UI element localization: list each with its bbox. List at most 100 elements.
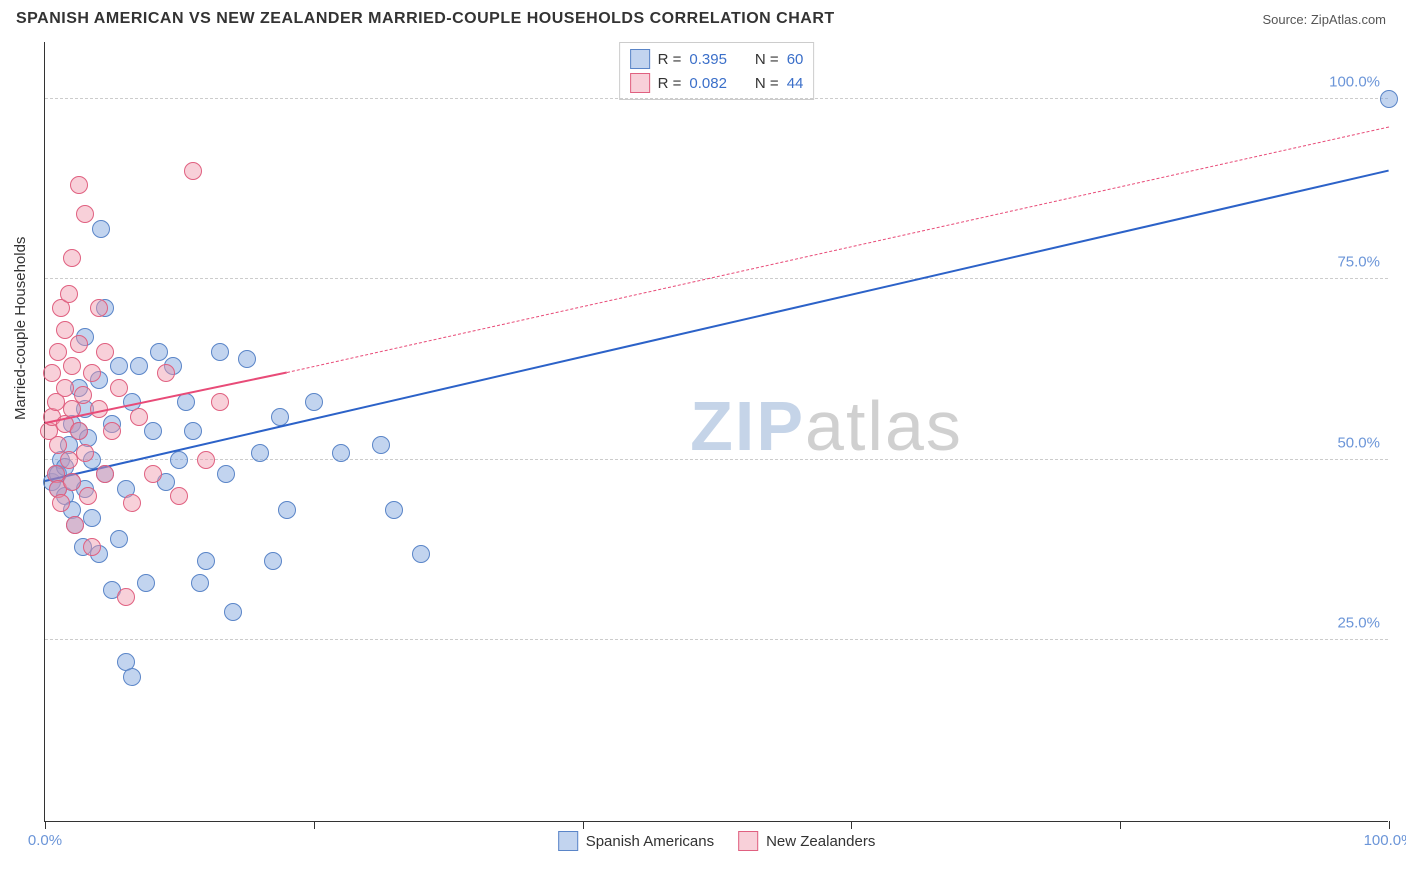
- data-point: [63, 357, 81, 375]
- legend-n-value: 44: [787, 75, 804, 92]
- data-point: [305, 393, 323, 411]
- legend-swatch: [558, 831, 578, 851]
- data-point: [66, 516, 84, 534]
- source-label: Source: ZipAtlas.com: [1262, 12, 1386, 27]
- data-point: [271, 408, 289, 426]
- x-tick: [1389, 821, 1390, 829]
- data-point: [123, 668, 141, 686]
- data-point: [278, 501, 296, 519]
- data-point: [224, 603, 242, 621]
- data-point: [157, 364, 175, 382]
- y-tick-label: 50.0%: [1337, 434, 1380, 451]
- data-point: [197, 552, 215, 570]
- chart-header: SPANISH AMERICAN VS NEW ZEALANDER MARRIE…: [0, 0, 1406, 36]
- gridline: [45, 98, 1388, 99]
- plot-area: ZIPatlas R =0.395N =60R =0.082N =44 Span…: [44, 42, 1388, 822]
- legend-n-value: 60: [787, 51, 804, 68]
- data-point: [197, 451, 215, 469]
- gridline: [45, 459, 1388, 460]
- y-tick-label: 100.0%: [1329, 73, 1380, 90]
- legend-r-label: R =: [658, 75, 682, 92]
- x-tick-label: 100.0%: [1364, 832, 1406, 849]
- data-point: [123, 494, 141, 512]
- data-point: [76, 205, 94, 223]
- data-point: [110, 379, 128, 397]
- data-point: [83, 364, 101, 382]
- x-tick: [583, 821, 584, 829]
- data-point: [150, 343, 168, 361]
- data-point: [238, 350, 256, 368]
- data-point: [70, 422, 88, 440]
- data-point: [70, 176, 88, 194]
- data-point: [217, 465, 235, 483]
- legend-label: Spanish Americans: [586, 833, 714, 850]
- data-point: [56, 379, 74, 397]
- correlation-legend: R = 0.395 N = 60 R = 0.082 N = 44: [619, 42, 815, 100]
- y-tick-label: 25.0%: [1337, 615, 1380, 632]
- gridline: [45, 278, 1388, 279]
- data-point: [184, 422, 202, 440]
- data-point: [110, 357, 128, 375]
- data-point: [385, 501, 403, 519]
- data-point: [130, 408, 148, 426]
- data-point: [76, 444, 94, 462]
- data-point: [412, 545, 430, 563]
- trend-line: [287, 127, 1389, 374]
- data-point: [1380, 90, 1398, 108]
- data-point: [90, 299, 108, 317]
- legend-swatch: [738, 831, 758, 851]
- legend-item: Spanish Americans: [558, 831, 714, 851]
- data-point: [211, 393, 229, 411]
- data-point: [74, 386, 92, 404]
- x-tick-label: 0.0%: [28, 832, 62, 849]
- data-point: [251, 444, 269, 462]
- data-point: [117, 588, 135, 606]
- legend-n-label: N =: [755, 75, 779, 92]
- data-point: [83, 538, 101, 556]
- data-point: [43, 364, 61, 382]
- trend-line: [45, 169, 1389, 482]
- x-tick: [314, 821, 315, 829]
- data-point: [70, 335, 88, 353]
- x-tick: [1120, 821, 1121, 829]
- data-point: [49, 343, 67, 361]
- gridline: [45, 639, 1388, 640]
- data-point: [191, 574, 209, 592]
- legend-r-label: R =: [658, 51, 682, 68]
- legend-swatch: [630, 49, 650, 69]
- watermark-atlas: atlas: [805, 387, 963, 465]
- data-point: [92, 220, 110, 238]
- data-point: [170, 487, 188, 505]
- data-point: [211, 343, 229, 361]
- legend-row: R = 0.082 N = 44: [630, 71, 804, 95]
- legend-item: New Zealanders: [738, 831, 875, 851]
- data-point: [79, 487, 97, 505]
- data-point: [137, 574, 155, 592]
- data-point: [83, 509, 101, 527]
- series-legend: Spanish Americans New Zealanders: [558, 831, 876, 851]
- data-point: [60, 285, 78, 303]
- legend-label: New Zealanders: [766, 833, 875, 850]
- data-point: [96, 465, 114, 483]
- legend-r-value: 0.395: [689, 51, 727, 68]
- data-point: [130, 357, 148, 375]
- data-point: [170, 451, 188, 469]
- legend-swatch: [630, 73, 650, 93]
- legend-n-label: N =: [755, 51, 779, 68]
- y-axis-label: Married-couple Households: [12, 237, 29, 420]
- chart-title: SPANISH AMERICAN VS NEW ZEALANDER MARRIE…: [16, 10, 835, 28]
- data-point: [52, 494, 70, 512]
- data-point: [372, 436, 390, 454]
- legend-row: R = 0.395 N = 60: [630, 47, 804, 71]
- data-point: [103, 422, 121, 440]
- watermark: ZIPatlas: [690, 386, 963, 466]
- data-point: [144, 465, 162, 483]
- x-tick: [851, 821, 852, 829]
- data-point: [96, 343, 114, 361]
- data-point: [110, 530, 128, 548]
- x-tick: [45, 821, 46, 829]
- data-point: [63, 473, 81, 491]
- data-point: [184, 162, 202, 180]
- data-point: [332, 444, 350, 462]
- legend-r-value: 0.082: [689, 75, 727, 92]
